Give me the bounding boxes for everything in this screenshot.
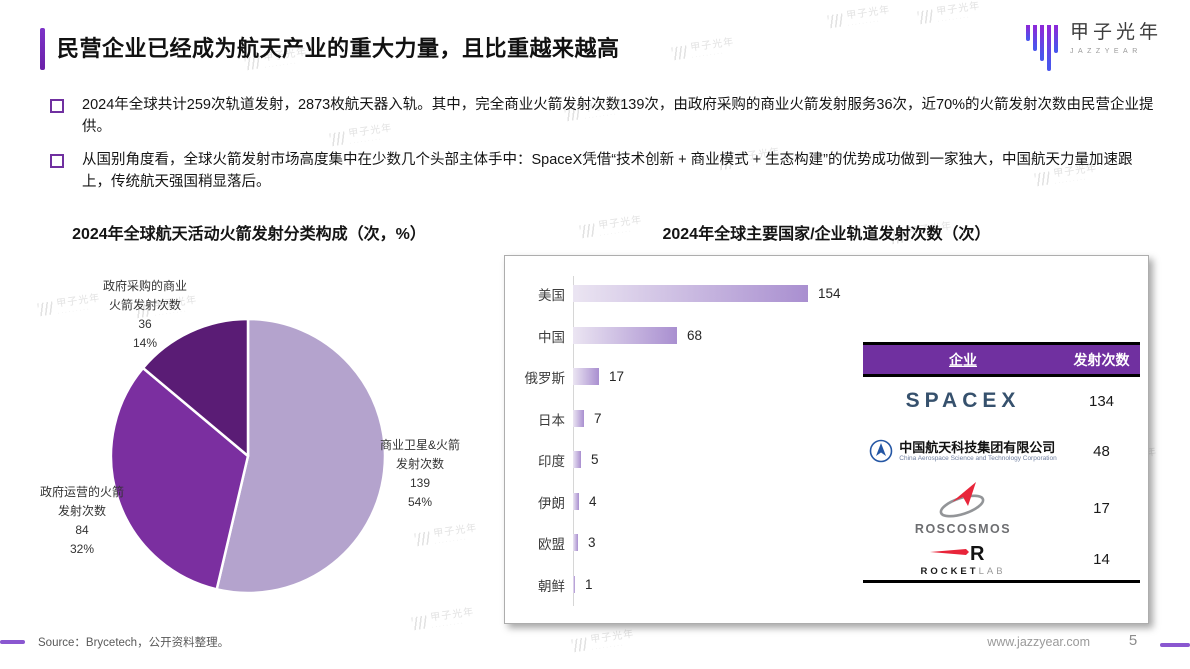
watermark-bars-icon (411, 615, 428, 631)
watermark-text: 甲子光年 (589, 628, 635, 646)
rocketlab-r-icon: R (930, 543, 985, 564)
bar-iran (573, 493, 579, 510)
pie-label-gov-procured: 政府采购的商业 火箭发射次数 36 14% (102, 279, 187, 350)
watermark-dots: ......... (937, 13, 971, 24)
rocketlab-wordmark: ROCKETLAB (920, 566, 1006, 577)
watermark-dots: ......... (847, 17, 881, 28)
pie-slice (109, 366, 250, 591)
company-table: 企业 发射次数 SPACEX 134 中国航天科技集团有限公司 China Ae… (863, 342, 1140, 583)
pie-label-gov-operated: 政府运营的火箭 发射次数 84 32% (39, 485, 124, 556)
roscosmos-arrow-icon (939, 482, 985, 518)
bar-row: 美国 154 (538, 285, 841, 303)
pie-slice (215, 317, 387, 595)
bullet-text: 2024年全球共计259次轨道发射，2873枚航天器入轨。其中，完全商业火箭发射… (82, 97, 1154, 135)
watermark-dots: ......... (434, 535, 468, 546)
bullet-text: 从国别角度看，全球火箭发射市场高度集中在少数几个头部主体手中：SpaceX凭借“… (82, 152, 1133, 190)
header-company: 企业 (949, 351, 977, 368)
bar-russia (573, 368, 599, 385)
bar-row: 俄罗斯 17 (524, 368, 625, 386)
pie-svg (109, 317, 387, 595)
brand-subname: JAZZYEAR (1069, 48, 1142, 55)
table-row-roscosmos: ROSCOSMOS 17 (863, 477, 1140, 539)
bar-row: 朝鲜 1 (538, 576, 593, 594)
casc-logo: 中国航天科技集团有限公司 China Aerospace Science and… (863, 439, 1063, 463)
brand-logo: 甲子光年 JAZZYEAR (1025, 22, 1162, 71)
watermark: 甲子光年......... (411, 606, 476, 634)
title-accent-bar (40, 28, 45, 70)
watermark-text: 甲子光年 (935, 0, 981, 18)
brand-text: 甲子光年 JAZZYEAR (1070, 22, 1162, 55)
watermark-text: 甲子光年 (845, 4, 891, 22)
bar-row: 欧盟 3 (538, 534, 596, 552)
page-number: 5 (1128, 632, 1138, 649)
watermark: 甲子光年......... (917, 0, 982, 28)
brand-name: 甲子光年 (1069, 22, 1162, 43)
watermark-dots: ......... (691, 49, 725, 60)
footer-accent-right (1160, 643, 1190, 647)
bar-chart-panel: 美国 154 中国 68 俄罗斯 17 日本 7 印度 5 伊朗 4 欧盟 3 … (504, 255, 1149, 624)
bar-northkorea (573, 576, 575, 593)
header-launches: 发射次数 (1073, 351, 1130, 368)
watermark-bars-icon (917, 9, 934, 25)
page-title: 民营企业已经成为航天产业的重大力量，且比重越来越高 (57, 36, 620, 61)
bullet-square-icon (50, 154, 64, 168)
jazzyear-bars-icon (1025, 25, 1058, 71)
roscosmos-logo: ROSCOSMOS (863, 480, 1063, 536)
bar-chart-title: 2024年全球主要国家/企业轨道发射次数（次） (662, 226, 991, 243)
watermark-text: 甲子光年 (432, 522, 478, 540)
footer-accent-left (0, 640, 25, 644)
watermark-dots: ......... (431, 619, 465, 630)
watermark-text: 甲子光年 (429, 606, 475, 624)
watermark-text: 甲子光年 (689, 36, 735, 54)
table-header: 企业 发射次数 (863, 345, 1140, 377)
pie-chart-title: 2024年全球航天活动火箭发射分类构成（次，%） (72, 226, 426, 243)
pie-slice (141, 317, 250, 458)
watermark-bars-icon (37, 301, 54, 317)
watermark: 甲子光年......... (414, 522, 479, 550)
watermark-bars-icon (414, 531, 431, 547)
bar-row: 伊朗 4 (538, 493, 597, 511)
bullet-item: 从国别角度看，全球火箭发射市场高度集中在少数几个头部主体手中：SpaceX凭借“… (50, 150, 1160, 193)
footer-source: Source：Brycetech，公开资料整理。 (38, 637, 230, 649)
watermark: 甲子光年......... (827, 4, 892, 32)
bar-usa (573, 285, 808, 302)
bar-china (573, 327, 677, 344)
bar-india (573, 451, 581, 468)
pie-chart (108, 316, 388, 596)
bar-japan (573, 410, 584, 427)
casc-circle-icon (869, 439, 893, 463)
bullet-square-icon (50, 99, 64, 113)
watermark-dots: ......... (591, 641, 625, 652)
pie-label-commercial: 商业卫星&火箭 发射次数 139 54% (379, 438, 460, 509)
footer-website-link[interactable]: www.jazzyear.com (987, 635, 1090, 649)
watermark-bars-icon (827, 13, 844, 29)
watermark: 甲子光年......... (571, 628, 636, 656)
watermark: 甲子光年......... (671, 36, 736, 64)
table-row-spacex: SPACEX 134 (863, 377, 1140, 425)
rocketlab-logo: R ROCKETLAB (863, 542, 1063, 577)
table-row-casc: 中国航天科技集团有限公司 China Aerospace Science and… (863, 425, 1140, 477)
bullet-item: 2024年全球共计259次轨道发射，2873枚航天器入轨。其中，完全商业火箭发射… (50, 95, 1160, 138)
bar-row: 日本 7 (538, 410, 602, 428)
bar-row: 中国 68 (538, 327, 703, 345)
bar-row: 印度 5 (538, 451, 599, 469)
bar-eu (573, 534, 578, 551)
table-row-rocketlab: R ROCKETLAB 14 (863, 539, 1140, 580)
watermark-bars-icon (571, 637, 588, 653)
spacex-logo: SPACEX (905, 389, 1021, 412)
bar-axis-line (573, 276, 574, 606)
svg-text:R: R (970, 543, 985, 564)
watermark-bars-icon (671, 45, 688, 61)
